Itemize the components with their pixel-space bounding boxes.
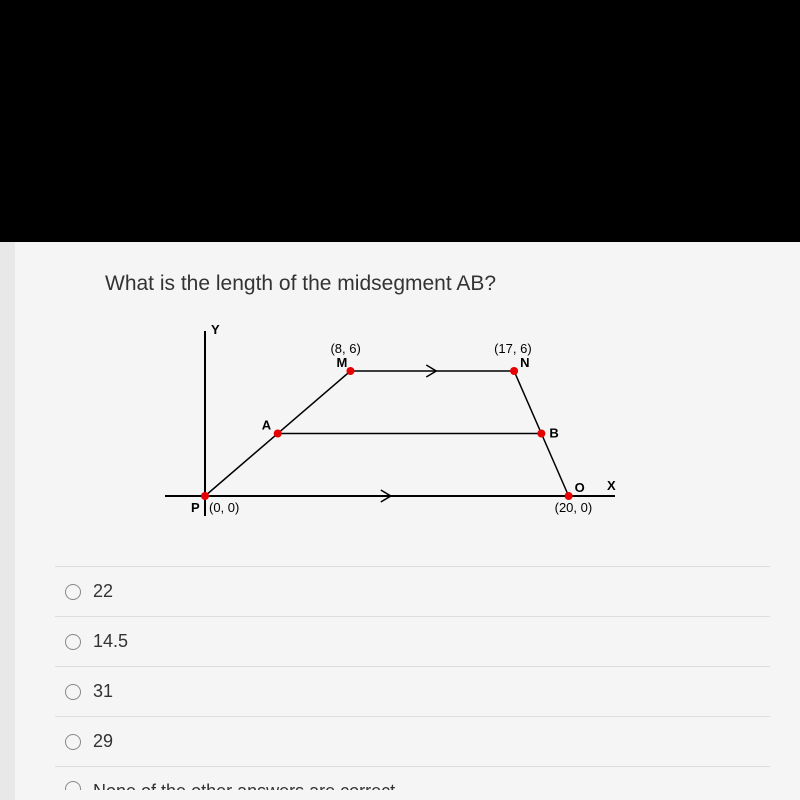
svg-text:(17, 6): (17, 6) [494, 341, 532, 356]
question-text: What is the length of the midsegment AB? [105, 272, 770, 296]
answer-option[interactable]: 29 [55, 716, 770, 766]
radio-icon[interactable] [65, 734, 81, 750]
svg-text:A: A [262, 418, 272, 433]
svg-text:X: X [607, 478, 616, 493]
svg-text:B: B [549, 426, 558, 441]
option-label: 31 [93, 681, 113, 702]
svg-text:O: O [575, 480, 585, 495]
answer-options: 22 14.5 31 29 None of the other answers … [55, 566, 770, 790]
option-label: 29 [93, 731, 113, 752]
geometry-diagram: Y X P (0, 0) (8, 6)M (17, 6)N O (20, 0) A B [145, 316, 625, 541]
answer-option[interactable]: None of the other answers are correct [55, 766, 770, 790]
svg-text:M: M [336, 355, 347, 370]
svg-text:P: P [191, 500, 200, 515]
answer-option[interactable]: 31 [55, 666, 770, 716]
radio-icon[interactable] [65, 584, 81, 600]
content-area: What is the length of the midsegment AB?… [0, 242, 800, 800]
svg-text:(20, 0): (20, 0) [555, 500, 593, 515]
svg-text:Y: Y [211, 322, 220, 337]
radio-icon[interactable] [65, 684, 81, 700]
answer-option[interactable]: 14.5 [55, 616, 770, 666]
radio-icon[interactable] [65, 634, 81, 650]
option-label: 14.5 [93, 631, 128, 652]
option-label: 22 [93, 581, 113, 602]
answer-option[interactable]: 22 [55, 566, 770, 616]
svg-text:N: N [520, 355, 529, 370]
question-panel: What is the length of the midsegment AB?… [15, 242, 800, 800]
radio-icon[interactable] [65, 781, 81, 790]
option-label: None of the other answers are correct [93, 781, 395, 790]
svg-text:(0, 0): (0, 0) [209, 500, 239, 515]
svg-text:(8, 6): (8, 6) [330, 341, 360, 356]
